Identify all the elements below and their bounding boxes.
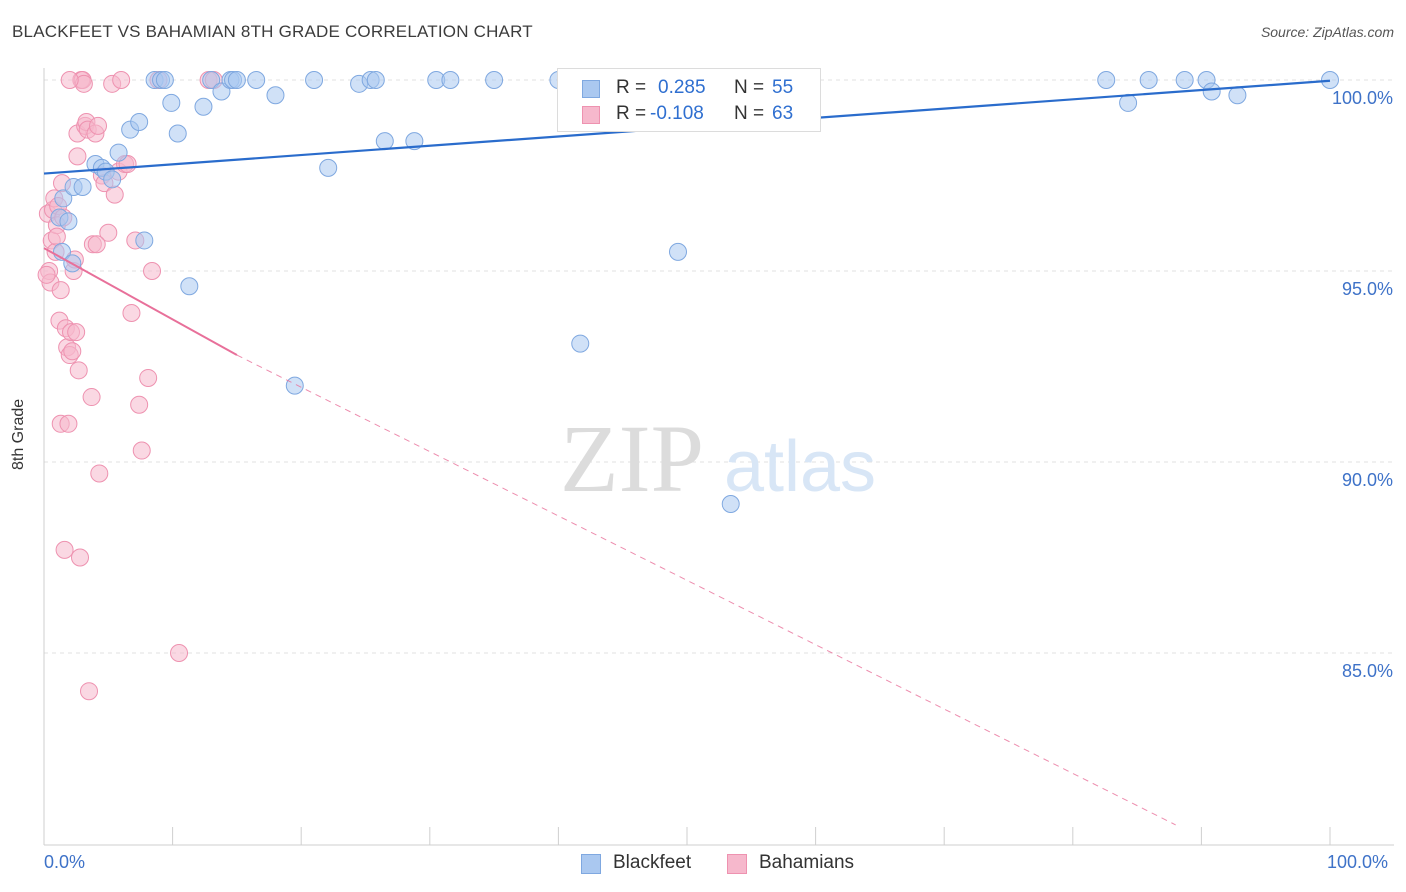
bahamians-point [122, 304, 141, 323]
bahamians-trend-line [43, 247, 238, 356]
blackfeet-point [130, 113, 149, 132]
blackfeet-points [50, 71, 1339, 514]
legend-n-value-bahamians: 63 [772, 103, 794, 124]
y-axis-label: 8th Grade [10, 398, 27, 470]
y-tick-label: 90.0% [1342, 470, 1393, 490]
blackfeet-point [202, 71, 221, 89]
bahamians-point [71, 548, 90, 567]
blackfeet-point [305, 71, 324, 89]
legend-swatch-blackfeet [582, 80, 600, 98]
y-tick-label: 85.0% [1342, 661, 1393, 681]
blackfeet-point [155, 71, 174, 89]
legend-swatch-bahamians [582, 106, 600, 124]
bottom-legend-label-blackfeet: Blackfeet [613, 852, 692, 873]
y-tick-label: 95.0% [1342, 279, 1393, 299]
blackfeet-point [162, 93, 181, 112]
blackfeet-point [247, 71, 266, 89]
legend-r-label: R = [616, 103, 647, 124]
bahamians-point [80, 682, 99, 701]
bahamians-point [112, 71, 131, 89]
bahamians-point [143, 262, 162, 280]
x-tick-label-min: 0.0% [44, 852, 86, 872]
blackfeet-point [485, 71, 504, 89]
watermark-atlas: atlas [724, 427, 876, 507]
blackfeet-point [366, 71, 385, 89]
bahamians-point [87, 235, 106, 254]
legend-r-value-bahamians: -0.108 [650, 103, 704, 124]
grid-lines [44, 79, 1394, 654]
blackfeet-point [54, 189, 73, 208]
y-tick-labels: 100.0% 95.0% 90.0% 85.0% [1332, 88, 1393, 681]
bahamians-point [60, 71, 79, 89]
blackfeet-point [1228, 86, 1247, 105]
blackfeet-point [59, 212, 78, 231]
bahamians-point [69, 361, 88, 380]
blackfeet-point [441, 71, 460, 89]
blackfeet-point [721, 495, 740, 514]
bahamians-point [55, 540, 74, 559]
blackfeet-point [668, 242, 687, 261]
blackfeet-point [319, 158, 338, 177]
legend-n-label: N = [734, 103, 765, 124]
bahamians-point [89, 116, 108, 135]
blackfeet-point [109, 143, 128, 162]
bahamians-point [105, 185, 124, 204]
bahamians-point [170, 644, 189, 662]
watermark: ZIP atlas [560, 405, 876, 512]
bahamians-points [37, 71, 223, 701]
blackfeet-point [1139, 71, 1158, 89]
bahamians-trend-extension [236, 354, 1176, 826]
legend-n-value-blackfeet: 55 [772, 77, 794, 98]
blackfeet-point [73, 177, 92, 196]
blackfeet-point [168, 124, 187, 143]
bahamians-point [68, 147, 87, 166]
stats-legend: R = 0.285 N = 55 R = -0.108 N = 63 [557, 68, 821, 132]
blackfeet-point [405, 132, 424, 151]
watermark-zip: ZIP [560, 405, 704, 512]
chart-title: BLACKFEET VS BAHAMIAN 8TH GRADE CORRELAT… [12, 22, 533, 41]
blackfeet-point [1119, 93, 1138, 112]
blackfeet-point [1202, 82, 1221, 101]
bahamians-point [130, 395, 149, 414]
legend-n-label: N = [734, 77, 765, 98]
bahamians-point [67, 323, 86, 342]
blackfeet-point [285, 376, 304, 395]
bottom-legend-label-bahamians: Bahamians [759, 852, 855, 873]
blackfeet-point [571, 334, 590, 353]
blackfeet-point [227, 71, 246, 89]
blackfeet-point [180, 277, 199, 296]
y-tick-label: 100.0% [1332, 88, 1393, 108]
axes [43, 68, 1394, 846]
blackfeet-point [375, 132, 394, 151]
bahamians-point [132, 441, 151, 460]
blackfeet-point [1321, 71, 1339, 89]
bahamians-point [37, 265, 56, 284]
bahamians-point [59, 414, 78, 433]
blackfeet-point [135, 231, 154, 250]
blackfeet-point [103, 170, 122, 189]
bahamians-point [82, 388, 101, 407]
legend-r-value-blackfeet: 0.285 [658, 77, 706, 98]
legend-r-label: R = [616, 77, 647, 98]
source-credit: Source: ZipAtlas.com [1260, 24, 1394, 40]
bahamians-point [90, 464, 109, 483]
bahamians-point [139, 368, 158, 387]
blackfeet-point [194, 97, 213, 116]
bahamians-point [63, 342, 82, 361]
bottom-legend-swatch-blackfeet [581, 854, 601, 874]
blackfeet-point [1175, 71, 1194, 89]
bahamians-point [47, 227, 66, 246]
bahamians-point [99, 223, 118, 242]
blackfeet-point [266, 86, 285, 105]
blackfeet-point [1097, 71, 1116, 89]
bottom-legend-swatch-bahamians [727, 854, 747, 874]
x-tick-label-max: 100.0% [1327, 852, 1389, 872]
bahamians-point [51, 281, 70, 300]
